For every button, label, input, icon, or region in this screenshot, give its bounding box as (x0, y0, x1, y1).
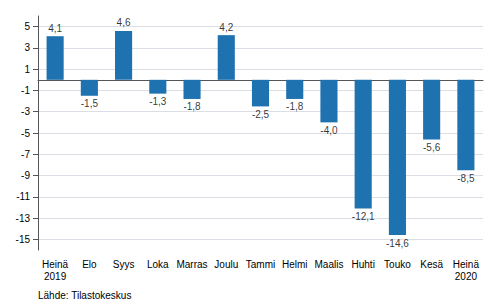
svg-text:Tammi: Tammi (246, 259, 275, 270)
svg-text:-7: -7 (21, 149, 30, 160)
svg-text:2020: 2020 (455, 271, 478, 282)
svg-text:Lähde: Tilastokeskus: Lähde: Tilastokeskus (38, 290, 131, 301)
svg-text:Joulu: Joulu (214, 259, 238, 270)
svg-text:Heinä: Heinä (42, 259, 69, 270)
svg-text:-3: -3 (21, 106, 30, 117)
svg-text:Marras: Marras (176, 259, 207, 270)
svg-text:Maalis: Maalis (315, 259, 344, 270)
svg-text:-9: -9 (21, 170, 30, 181)
svg-text:-15: -15 (16, 234, 31, 245)
svg-text:-1,3: -1,3 (149, 96, 167, 107)
svg-text:-5,6: -5,6 (423, 142, 441, 153)
svg-text:-2,5: -2,5 (252, 109, 270, 120)
svg-text:1: 1 (24, 64, 30, 75)
svg-text:-5: -5 (21, 128, 30, 139)
svg-text:Syys: Syys (113, 259, 135, 270)
svg-text:Elo: Elo (82, 259, 97, 270)
svg-text:-13: -13 (16, 213, 31, 224)
svg-text:2019: 2019 (44, 271, 67, 282)
svg-text:-8,5: -8,5 (457, 173, 475, 184)
svg-text:3: 3 (24, 42, 30, 53)
svg-text:Kesä: Kesä (420, 259, 443, 270)
svg-text:Helmi: Helmi (282, 259, 308, 270)
svg-text:-12,1: -12,1 (352, 211, 375, 222)
svg-text:4,6: 4,6 (117, 17, 131, 28)
svg-text:-1,5: -1,5 (81, 98, 99, 109)
svg-text:-4,0: -4,0 (320, 125, 338, 136)
svg-text:Loka: Loka (147, 259, 169, 270)
svg-text:-11: -11 (16, 191, 30, 202)
svg-text:Heinä: Heinä (453, 259, 480, 270)
svg-text:-1: -1 (21, 85, 30, 96)
svg-text:5: 5 (24, 21, 30, 32)
svg-text:Huhti: Huhti (352, 259, 375, 270)
svg-text:-1,8: -1,8 (183, 101, 201, 112)
svg-text:4,2: 4,2 (219, 22, 233, 33)
svg-text:4,1: 4,1 (48, 23, 62, 34)
svg-text:-1,8: -1,8 (286, 101, 304, 112)
svg-text:Touko: Touko (384, 259, 411, 270)
svg-text:-14,6: -14,6 (386, 238, 409, 249)
